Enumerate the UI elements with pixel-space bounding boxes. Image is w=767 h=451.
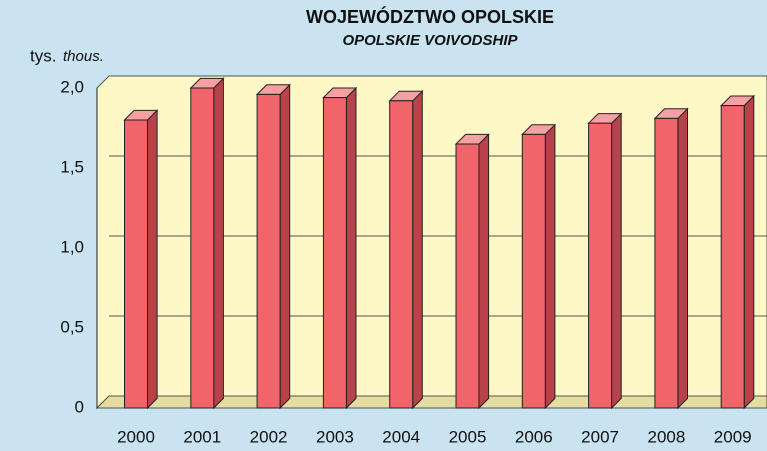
bar-face xyxy=(677,107,688,410)
x-tick-label: 2008 xyxy=(647,427,685,446)
bar-face xyxy=(588,122,613,409)
y-axis-label: tys. xyxy=(30,46,56,65)
bar-face xyxy=(720,105,745,409)
bar xyxy=(454,133,490,410)
bar-face xyxy=(213,77,224,410)
bar-face xyxy=(743,94,755,410)
x-tick-label: 2003 xyxy=(316,427,354,446)
y-axis-label-en: thous. xyxy=(63,48,104,65)
bar xyxy=(653,107,689,410)
bar xyxy=(255,83,291,410)
bar-face xyxy=(345,86,357,410)
bar xyxy=(719,94,756,410)
x-tick-label: 2007 xyxy=(581,427,619,446)
x-tick-label: 2001 xyxy=(183,427,221,446)
bar-face xyxy=(412,89,423,410)
bar xyxy=(123,109,159,410)
bar-face xyxy=(322,97,347,409)
y-tick-label: 0 xyxy=(75,397,84,416)
y-tick-label: 1,0 xyxy=(60,237,84,256)
chart-title: WOJEWÓDZTWO OPOLSKIE xyxy=(306,6,554,27)
y-tick-label: 0,5 xyxy=(60,317,84,336)
bar-face xyxy=(279,83,291,410)
bar-face xyxy=(190,87,215,409)
x-tick-label: 2005 xyxy=(449,427,487,446)
bar-face xyxy=(124,119,148,409)
x-tick-label: 2004 xyxy=(382,427,420,446)
bar xyxy=(189,77,225,410)
bar-face xyxy=(389,100,414,409)
bar-face xyxy=(521,133,546,409)
bar-face xyxy=(455,143,480,409)
y-tick-label: 1,5 xyxy=(60,157,84,176)
bar xyxy=(322,86,358,410)
chart-subtitle: OPOLSKIE VOIVODSHIP xyxy=(342,32,518,49)
x-tick-label: 2000 xyxy=(117,427,155,446)
x-tick-label: 2009 xyxy=(714,427,752,446)
bar xyxy=(587,112,623,410)
bar-face xyxy=(544,123,556,410)
bar xyxy=(388,89,424,410)
y-tick-label: 2,0 xyxy=(60,77,84,96)
bar-face xyxy=(478,133,490,410)
bar-face xyxy=(654,117,679,409)
x-tick-label: 2002 xyxy=(250,427,288,446)
bar xyxy=(521,123,557,410)
bar-face xyxy=(256,93,281,409)
x-tick-label: 2006 xyxy=(515,427,553,446)
bar-face xyxy=(147,109,158,410)
bar-face xyxy=(611,112,622,410)
